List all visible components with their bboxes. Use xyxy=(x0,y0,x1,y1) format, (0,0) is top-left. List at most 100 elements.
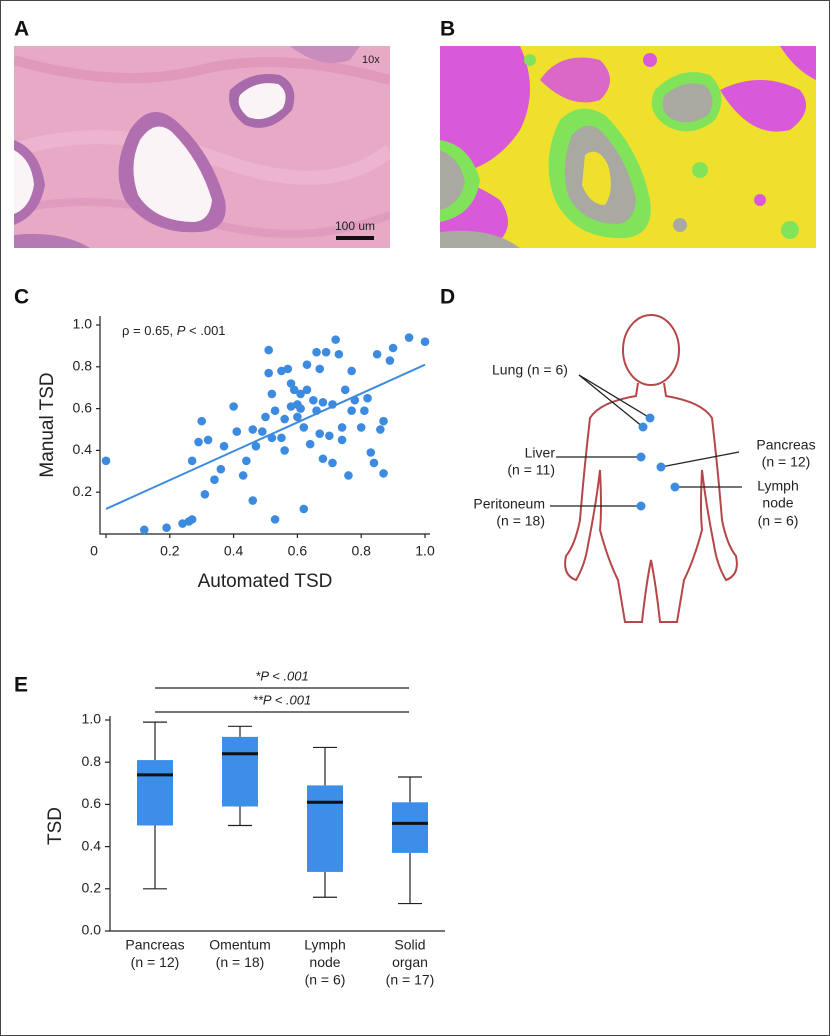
scatter-point xyxy=(219,441,229,451)
scatter-point xyxy=(376,425,385,434)
scatter-point xyxy=(337,423,347,432)
scatter-point xyxy=(283,364,293,374)
scatter-point xyxy=(334,349,344,359)
x-tick-label: 0.4 xyxy=(224,543,244,559)
scatter-point xyxy=(360,406,369,415)
segmentation-image xyxy=(440,46,816,248)
box xyxy=(222,736,258,807)
x-tick-label: 0.2 xyxy=(160,543,180,559)
scatter-point xyxy=(321,347,331,357)
y-tick-label: 0.2 xyxy=(82,880,102,896)
site-label: Pancreas xyxy=(756,437,815,453)
y-tick-label: 0.4 xyxy=(73,441,93,457)
site-label: Peritoneum xyxy=(473,496,545,512)
scatter-point xyxy=(258,427,267,436)
scatter-point xyxy=(385,356,395,365)
scatter-point xyxy=(318,398,328,407)
box xyxy=(307,785,343,872)
scatter-point xyxy=(162,523,171,533)
x-tick-label: organ xyxy=(392,954,428,970)
scatter-point xyxy=(350,395,360,405)
scatter-point xyxy=(229,402,238,411)
scatter-point xyxy=(302,385,312,395)
y-axis-title: Manual TSD xyxy=(37,372,58,477)
x-tick-label: 0.6 xyxy=(288,543,308,559)
panel-label: B xyxy=(440,18,455,41)
scatter-point xyxy=(420,337,430,347)
magnification-label: 10x xyxy=(362,54,380,66)
panel-label: D xyxy=(440,286,455,309)
x-tick-label: (n = 18) xyxy=(216,954,265,970)
trend-line xyxy=(105,363,426,510)
scatter-point xyxy=(280,446,289,455)
scatter-point xyxy=(293,412,302,422)
scatter-point xyxy=(325,431,334,441)
scatter-point xyxy=(344,471,353,480)
scatter-point xyxy=(277,433,286,443)
histology-image xyxy=(14,46,390,248)
x-tick-label: (n = 17) xyxy=(386,972,435,988)
y-tick-label: 1.0 xyxy=(73,316,93,332)
scatter-point xyxy=(270,515,280,524)
scatter-point xyxy=(340,385,350,395)
scatter-point xyxy=(299,423,309,432)
scatter-point xyxy=(366,448,376,457)
y-axis-title: TSD xyxy=(45,807,66,845)
scatter-point xyxy=(372,349,382,359)
site-label: Lymph xyxy=(757,478,799,494)
y-tick-label: 0.0 xyxy=(82,922,102,938)
scatter-point xyxy=(264,368,273,378)
site-label: node xyxy=(762,495,793,511)
site-label: (n = 18) xyxy=(496,513,545,529)
site-dot xyxy=(636,452,646,462)
x-tick-label: (n = 12) xyxy=(131,954,180,970)
scatter-point xyxy=(328,400,337,409)
box xyxy=(137,760,173,826)
leader-line xyxy=(660,451,740,468)
scatter-point xyxy=(296,389,305,399)
leader-line xyxy=(578,374,644,428)
significance-label: *P < .001 xyxy=(255,668,308,683)
site-label: Lung (n = 6) xyxy=(492,362,568,378)
body-diagram xyxy=(564,314,738,623)
scatter-point xyxy=(238,471,248,480)
scatter-point xyxy=(315,364,325,374)
site-dot xyxy=(656,462,666,472)
scatter-point xyxy=(331,335,340,344)
scatter-point xyxy=(388,343,398,353)
y-tick-label: 0.8 xyxy=(82,753,102,769)
scatter-point xyxy=(248,496,258,505)
x-tick-label: 0.8 xyxy=(351,543,371,559)
scatter-point xyxy=(267,433,277,443)
scatter-point xyxy=(187,515,197,524)
scatter-point xyxy=(347,406,356,415)
scatter-point xyxy=(363,393,372,403)
leader-line xyxy=(578,374,651,419)
scatter-point xyxy=(194,437,203,447)
scatter-point xyxy=(379,416,388,426)
panel-label: C xyxy=(14,286,29,309)
scatter-point xyxy=(312,406,321,415)
site-dot xyxy=(670,482,680,492)
annotation-part: < .001 xyxy=(185,323,225,338)
significance-label: **P < .001 xyxy=(253,692,311,707)
scatter-point xyxy=(101,456,111,466)
x-tick-label: (n = 6) xyxy=(305,972,346,988)
box xyxy=(392,802,428,853)
scatter-point xyxy=(248,425,258,434)
scatter-point xyxy=(299,504,309,514)
scatter-point xyxy=(369,458,379,468)
y-tick-label: 0.4 xyxy=(82,837,102,853)
scatter-point xyxy=(379,469,388,478)
panel-label: E xyxy=(14,674,28,697)
site-label: (n = 12) xyxy=(762,454,811,470)
scatter-point xyxy=(139,525,149,535)
scatter-point xyxy=(200,489,210,499)
x-tick-label: Lymph xyxy=(304,937,346,953)
annotation: ρ = 0.65, P < .001 xyxy=(122,323,226,338)
scatter-point xyxy=(187,456,197,466)
scatter-point xyxy=(251,441,261,451)
scatter-point xyxy=(280,414,289,424)
scale-bar xyxy=(336,236,374,240)
